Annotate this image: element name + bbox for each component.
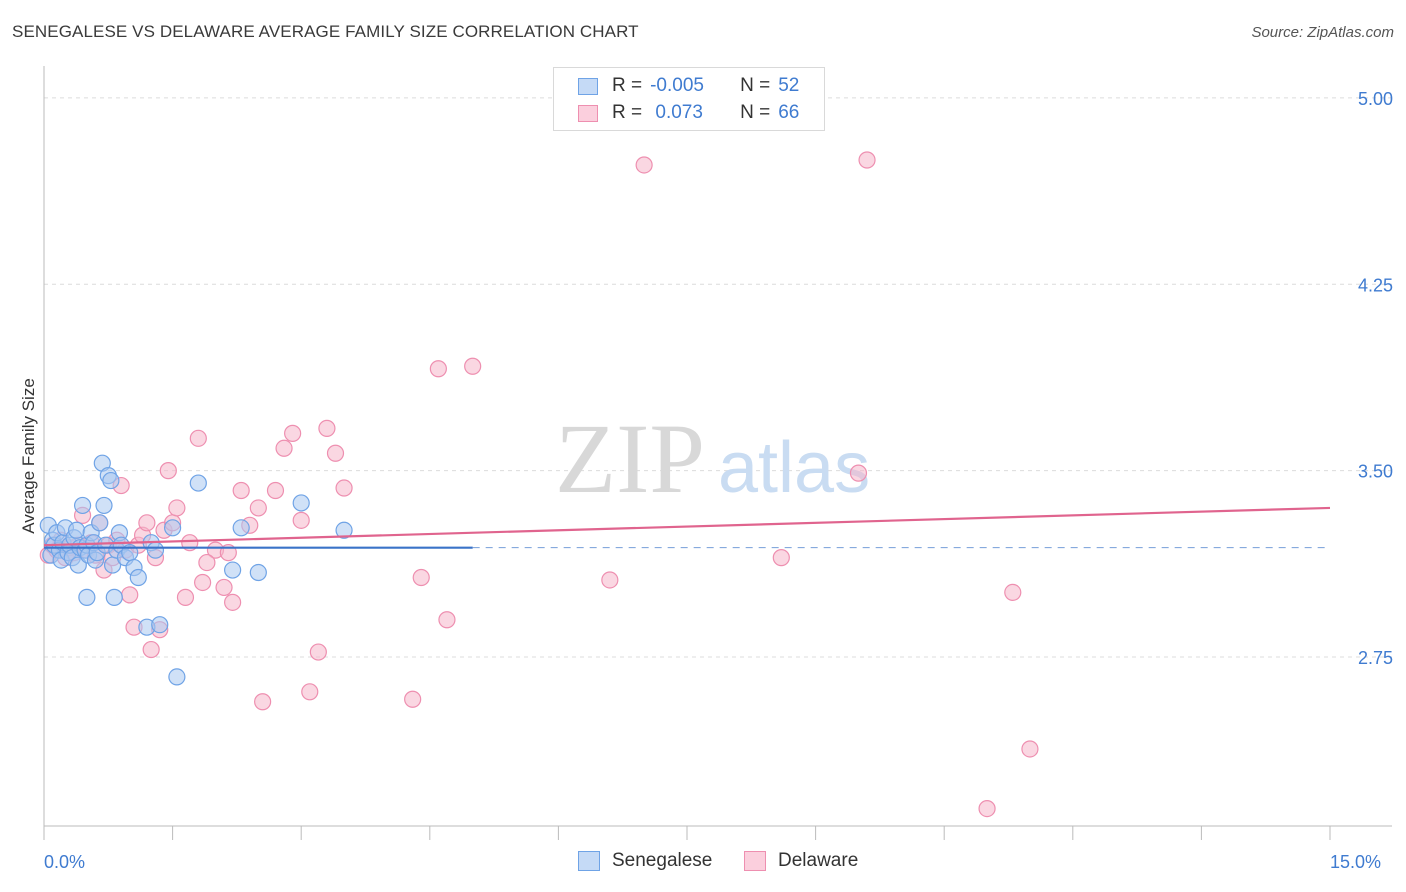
delaware-swatch [578,104,598,122]
delaware-point [978,800,996,818]
series-legend: Senegalese Delaware [0,850,1406,878]
legend-senegalese-label: Senegalese [612,850,713,871]
delaware-point [176,588,195,606]
delaware-point [326,444,345,462]
delaware-point [429,360,447,378]
delaware-point [1021,740,1039,758]
senegalese-point [151,616,169,634]
legend-row-senegalese: R = -0.005 N = 52 [578,73,799,99]
senegalese-point [146,541,165,559]
delaware-point [309,643,327,661]
y-tick-label: 4.25 [1358,275,1393,295]
legend-n-value: 52 [778,75,800,96]
senegalese-point [78,588,96,606]
senegalese-point [73,496,92,515]
senegalese-point [164,519,182,537]
chart-title: SENEGALESE VS DELAWARE AVERAGE FAMILY SI… [12,22,639,41]
gridlines [44,97,1392,658]
senegalese-point [91,514,109,532]
delaware-point [412,568,430,587]
delaware-point [138,514,156,532]
delaware-point [1004,583,1022,602]
senegalese-point [69,556,87,574]
senegalese-point [168,668,186,686]
delaware-point [266,481,285,500]
trend-lines [43,506,1331,549]
delaware-point [189,429,207,447]
delaware-point [772,549,790,567]
senegalese-point [189,474,207,492]
correlation-legend: R = -0.005 N = 52 R = 0.073 N = 66 [553,67,825,131]
delaware-point [318,419,336,437]
legend-r-value: -0.005 [650,75,704,96]
legend-r-value: 0.073 [650,102,703,123]
legend-delaware-label: Delaware [778,850,859,871]
legend-item-senegalese: Senegalese [578,850,712,872]
x-tick-label-min: 0.0% [44,852,86,872]
senegalese-point [249,563,267,582]
legend-r-label: R = [612,75,643,96]
source-credit: Source: ZipAtlas.com [1251,24,1394,41]
delaware-point [168,499,186,517]
delaware-point [142,640,160,659]
watermark-atlas: atlas [718,428,870,508]
senegalese-point [95,496,113,515]
axes [43,66,1392,840]
delaware-point [249,499,267,517]
delaware-point [254,693,272,711]
delaware-point [301,683,319,701]
legend-n-value: 66 [778,102,800,123]
delaware-point [849,464,868,482]
watermark-zip: ZIP [555,403,705,514]
watermark: ZIP atlas [555,403,870,514]
delaware-point [224,593,242,611]
senegalese-point [105,588,123,606]
delaware-point [601,571,619,589]
legend-item-delaware: Delaware [744,850,858,872]
y-tick-label: 2.75 [1358,648,1393,668]
delaware-point [194,573,212,592]
delaware-point [284,424,302,442]
y-tick-label: 5.00 [1358,89,1393,109]
senegalese-point [292,494,310,512]
legend-n-label: N = [740,102,771,123]
delaware-point [121,586,139,604]
senegalese-legend-swatch [578,851,600,871]
delaware-point [198,553,216,572]
senegalese-point [67,521,86,539]
delaware-point [275,439,293,457]
senegalese-point [232,519,250,537]
delaware-point [159,462,177,480]
y-tick-labels: 5.00 4.25 3.50 2.75 [1358,89,1393,668]
delaware-point [292,511,310,529]
y-axis-label: Average Family Size [19,378,38,534]
legend-r-label: R = [612,102,643,123]
senegalese-points [39,454,353,686]
delaware-point [215,578,233,597]
delaware-point [404,690,422,708]
senegalese-point [102,471,120,490]
legend-n-label: N = [740,75,771,96]
delaware-point [335,479,353,497]
senegalese-point [129,568,147,587]
delaware-point [858,151,876,169]
delaware-point [635,156,653,174]
delaware-legend-swatch [744,851,766,871]
delaware-point [232,481,250,500]
delaware-point [438,611,456,629]
x-tick-label-max: 15.0% [1330,852,1382,872]
legend-row-delaware: R = 0.073 N = 66 [578,100,799,126]
senegalese-swatch [578,77,598,95]
delaware-point [464,357,482,375]
y-tick-label: 3.50 [1358,462,1393,482]
senegalese-point [224,561,242,579]
senegalese-point [335,521,353,539]
delaware-trend-line [43,506,1331,547]
